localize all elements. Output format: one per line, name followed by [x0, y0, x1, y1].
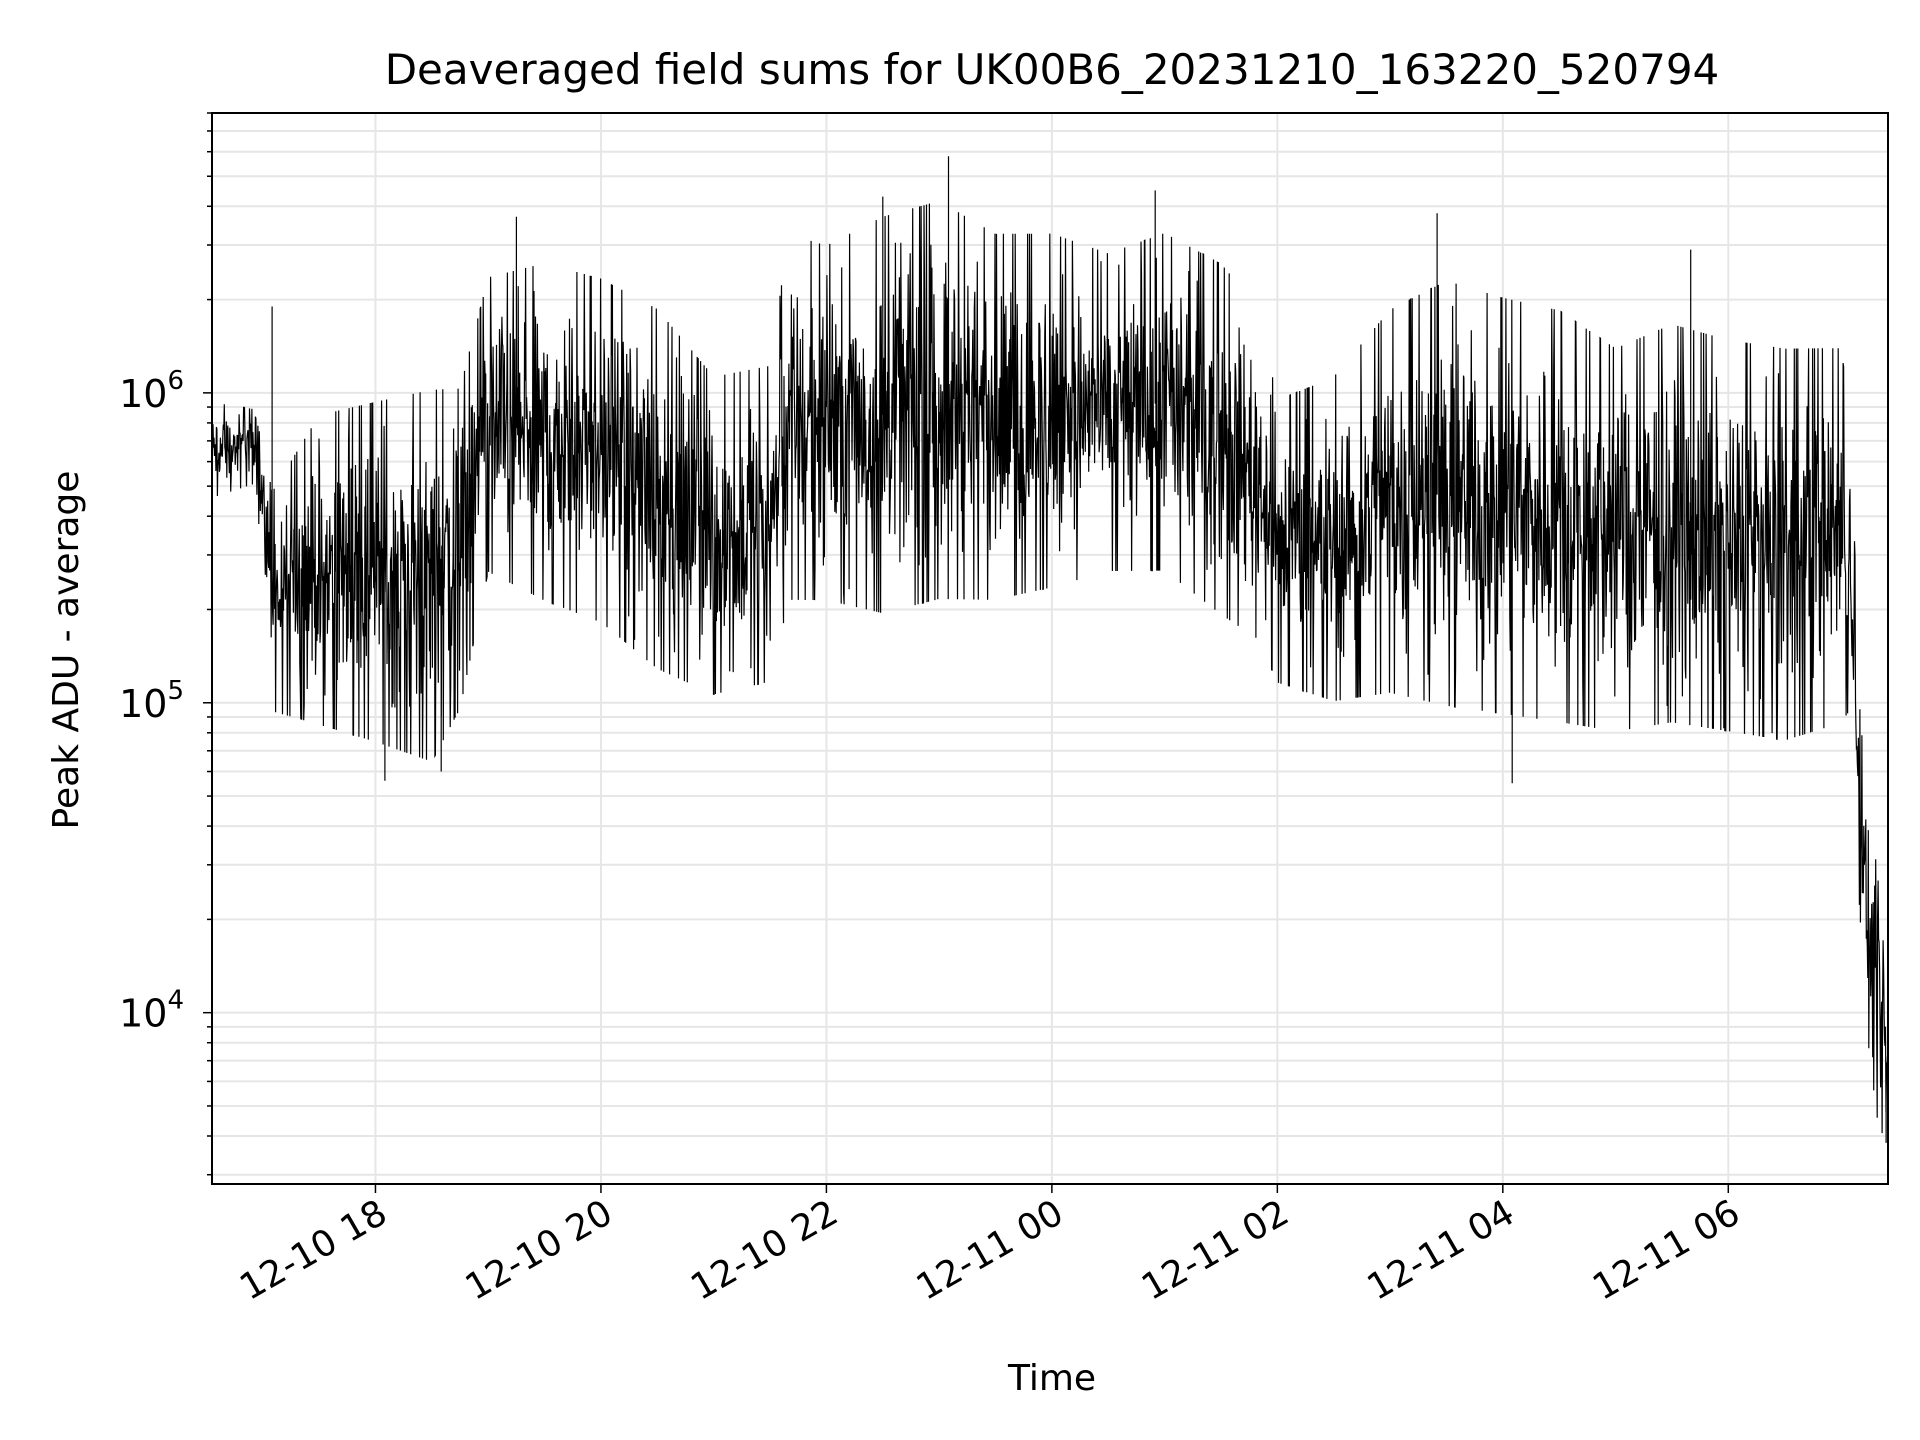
y-tick-label: 106: [119, 366, 184, 416]
chart-title: Deaveraged field sums for UK00B6_2023121…: [385, 45, 1720, 94]
y-tick-label: 105: [119, 676, 184, 726]
x-axis-label: Time: [1007, 1358, 1096, 1399]
series-line: [212, 156, 1888, 1143]
y-tick-label: 104: [119, 986, 184, 1036]
axes-frame: [211, 112, 1889, 1185]
y-axis-label: Peak ADU - average: [46, 471, 87, 830]
data-area: [212, 156, 1888, 1143]
